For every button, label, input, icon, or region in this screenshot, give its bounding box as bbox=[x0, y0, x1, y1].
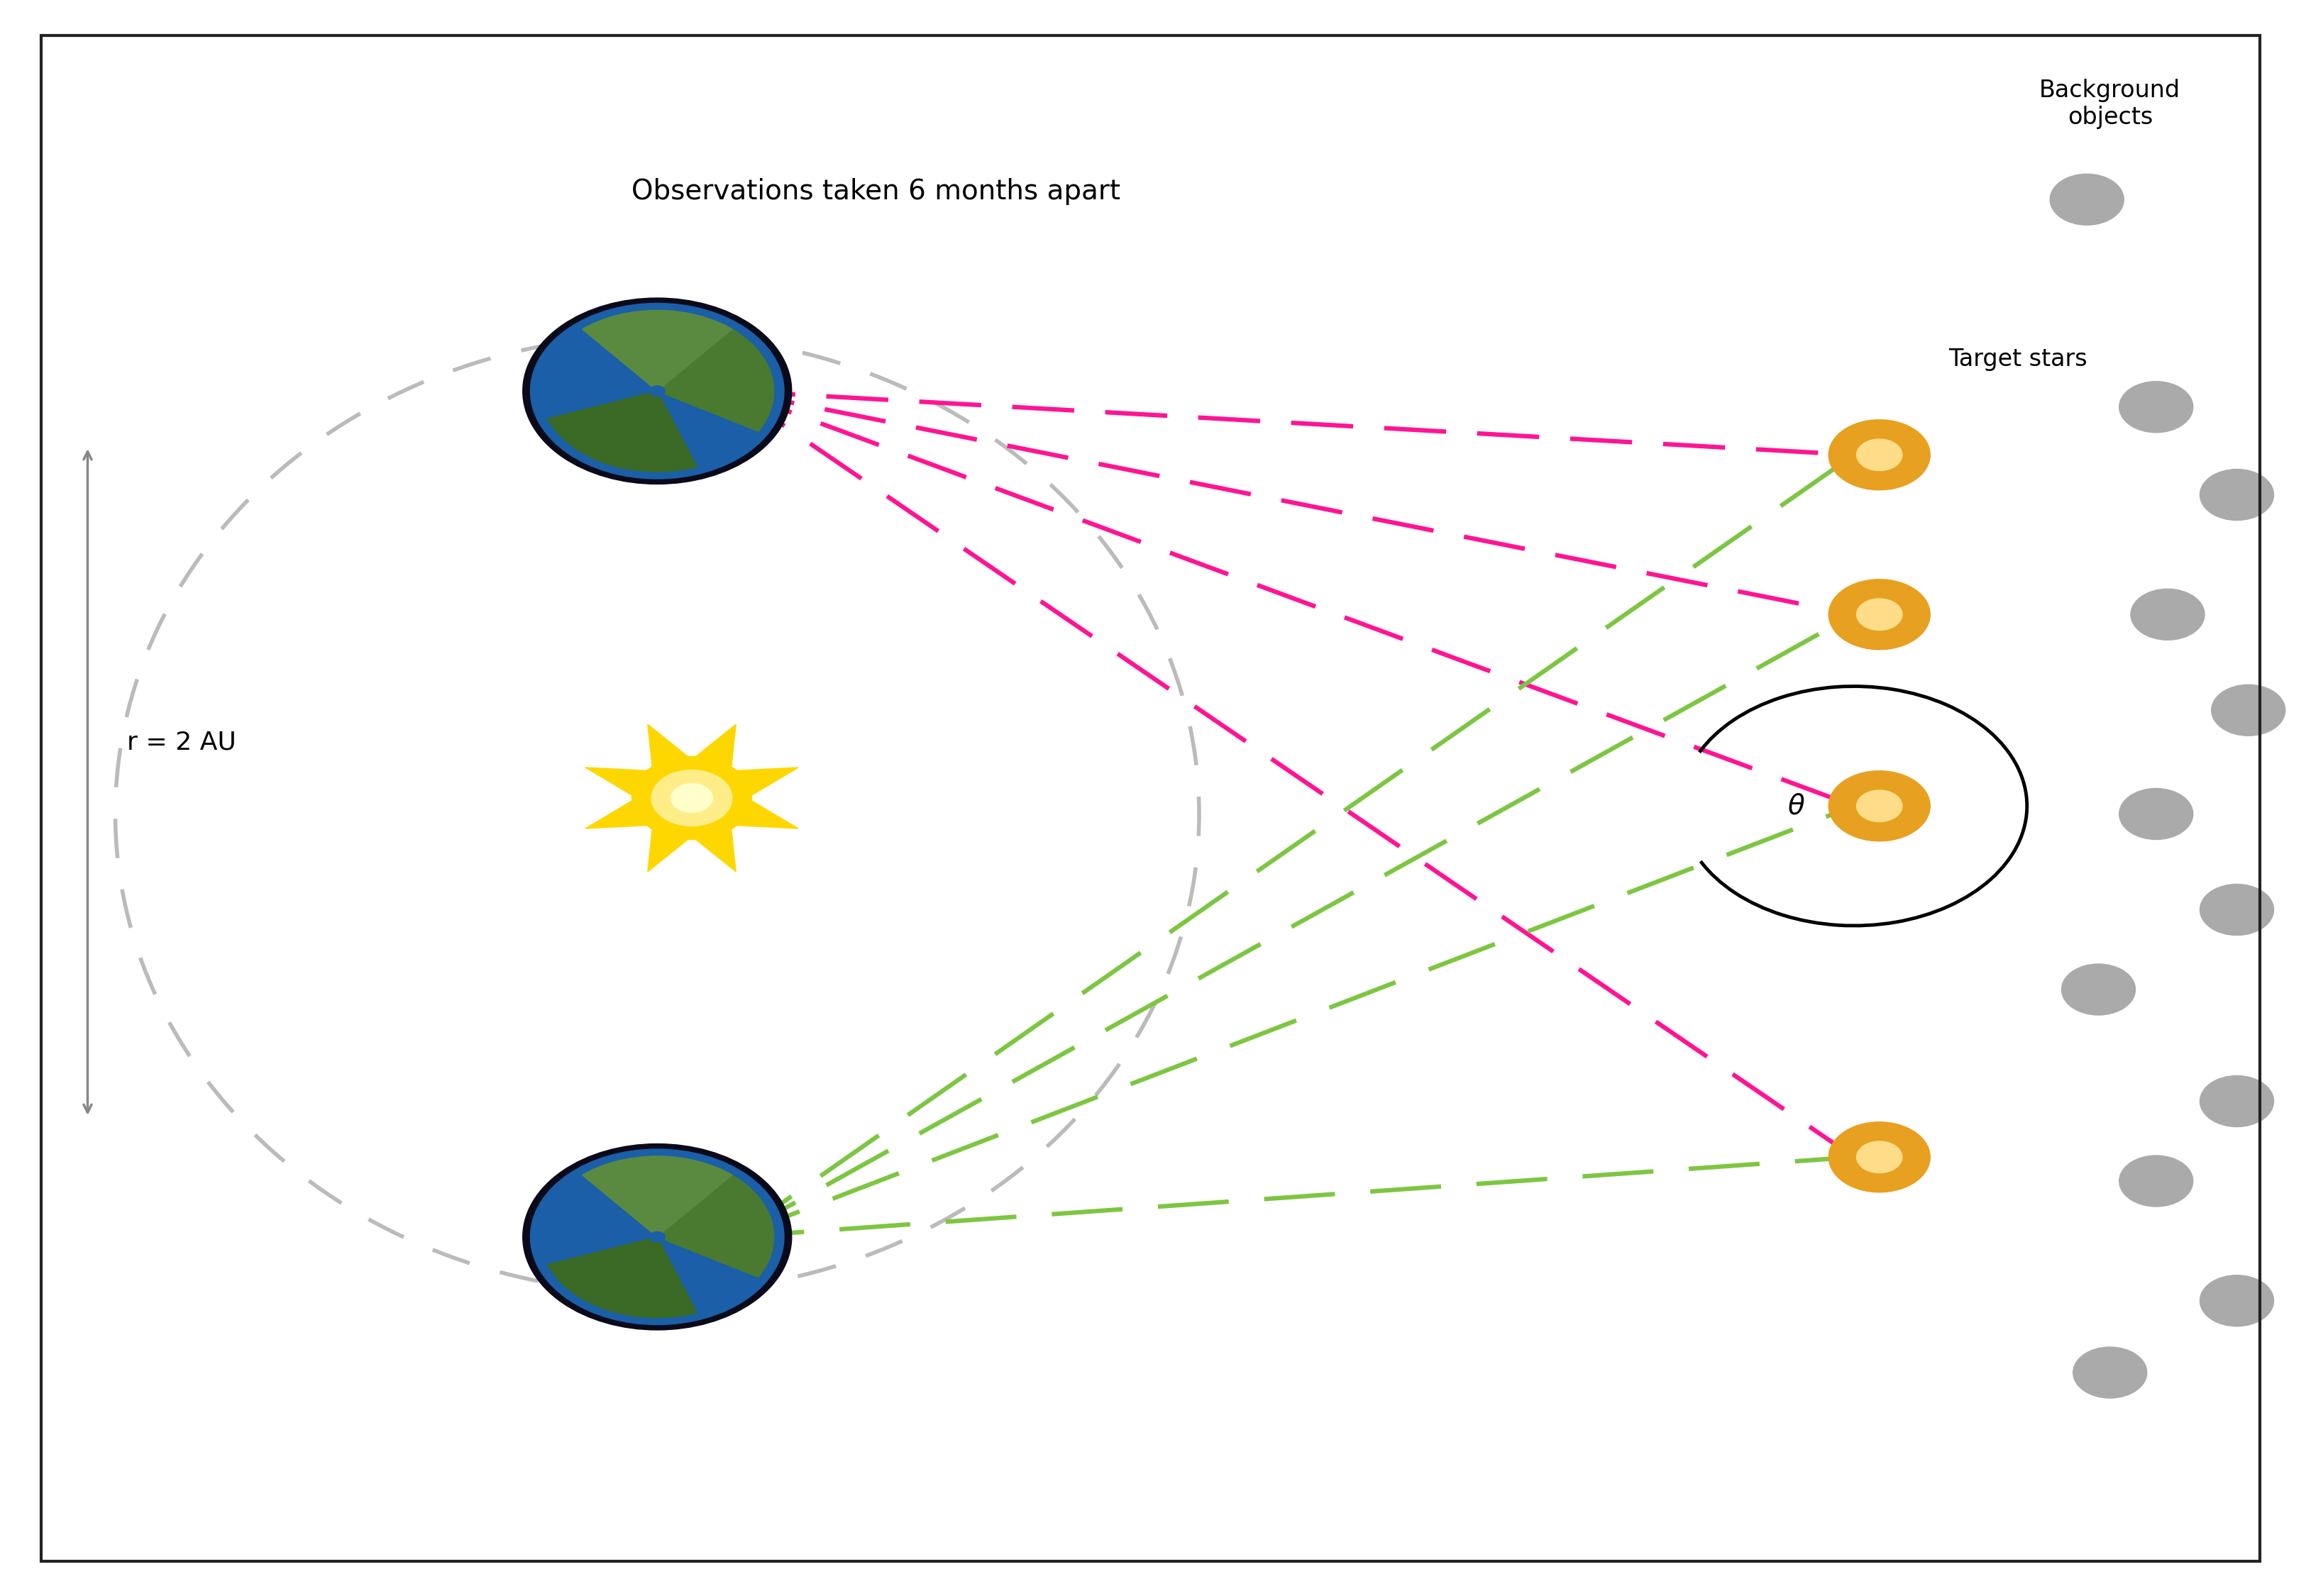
Wedge shape bbox=[662, 1167, 775, 1277]
Text: r = 2 AU: r = 2 AU bbox=[127, 729, 235, 755]
Circle shape bbox=[523, 298, 791, 484]
Circle shape bbox=[2062, 964, 2135, 1015]
Polygon shape bbox=[692, 725, 736, 771]
Circle shape bbox=[1856, 790, 1902, 822]
Circle shape bbox=[2200, 1076, 2274, 1127]
Wedge shape bbox=[547, 1238, 696, 1318]
Circle shape bbox=[1856, 598, 1902, 630]
Circle shape bbox=[2200, 884, 2274, 935]
Circle shape bbox=[2119, 1156, 2193, 1207]
Circle shape bbox=[1829, 420, 1930, 490]
Polygon shape bbox=[692, 825, 736, 871]
Circle shape bbox=[632, 757, 752, 839]
Circle shape bbox=[2119, 788, 2193, 839]
Circle shape bbox=[1829, 1122, 1930, 1192]
Polygon shape bbox=[586, 768, 653, 798]
Circle shape bbox=[2211, 685, 2285, 736]
Circle shape bbox=[671, 784, 713, 812]
Text: Observations taken 6 months apart: Observations taken 6 months apart bbox=[632, 179, 1121, 204]
Wedge shape bbox=[662, 321, 775, 431]
Circle shape bbox=[1829, 579, 1930, 650]
Circle shape bbox=[2050, 174, 2124, 225]
Polygon shape bbox=[731, 798, 798, 828]
Text: $\theta$: $\theta$ bbox=[1787, 793, 1806, 819]
Circle shape bbox=[523, 1144, 791, 1329]
Circle shape bbox=[2131, 589, 2205, 640]
Circle shape bbox=[2119, 381, 2193, 433]
Circle shape bbox=[530, 303, 784, 479]
Polygon shape bbox=[648, 825, 692, 871]
Circle shape bbox=[1829, 771, 1930, 841]
Polygon shape bbox=[731, 768, 798, 798]
Circle shape bbox=[1856, 1141, 1902, 1173]
Circle shape bbox=[1856, 439, 1902, 471]
Polygon shape bbox=[648, 725, 692, 771]
Wedge shape bbox=[581, 310, 733, 386]
Text: Target stars: Target stars bbox=[1949, 348, 2087, 370]
Circle shape bbox=[530, 1149, 784, 1325]
Wedge shape bbox=[547, 393, 696, 472]
Circle shape bbox=[2073, 1347, 2147, 1398]
Circle shape bbox=[2200, 1275, 2274, 1326]
Text: Background
objects: Background objects bbox=[2039, 78, 2181, 129]
Wedge shape bbox=[581, 1156, 733, 1232]
Circle shape bbox=[653, 769, 733, 827]
Polygon shape bbox=[586, 798, 653, 828]
Circle shape bbox=[2200, 469, 2274, 520]
